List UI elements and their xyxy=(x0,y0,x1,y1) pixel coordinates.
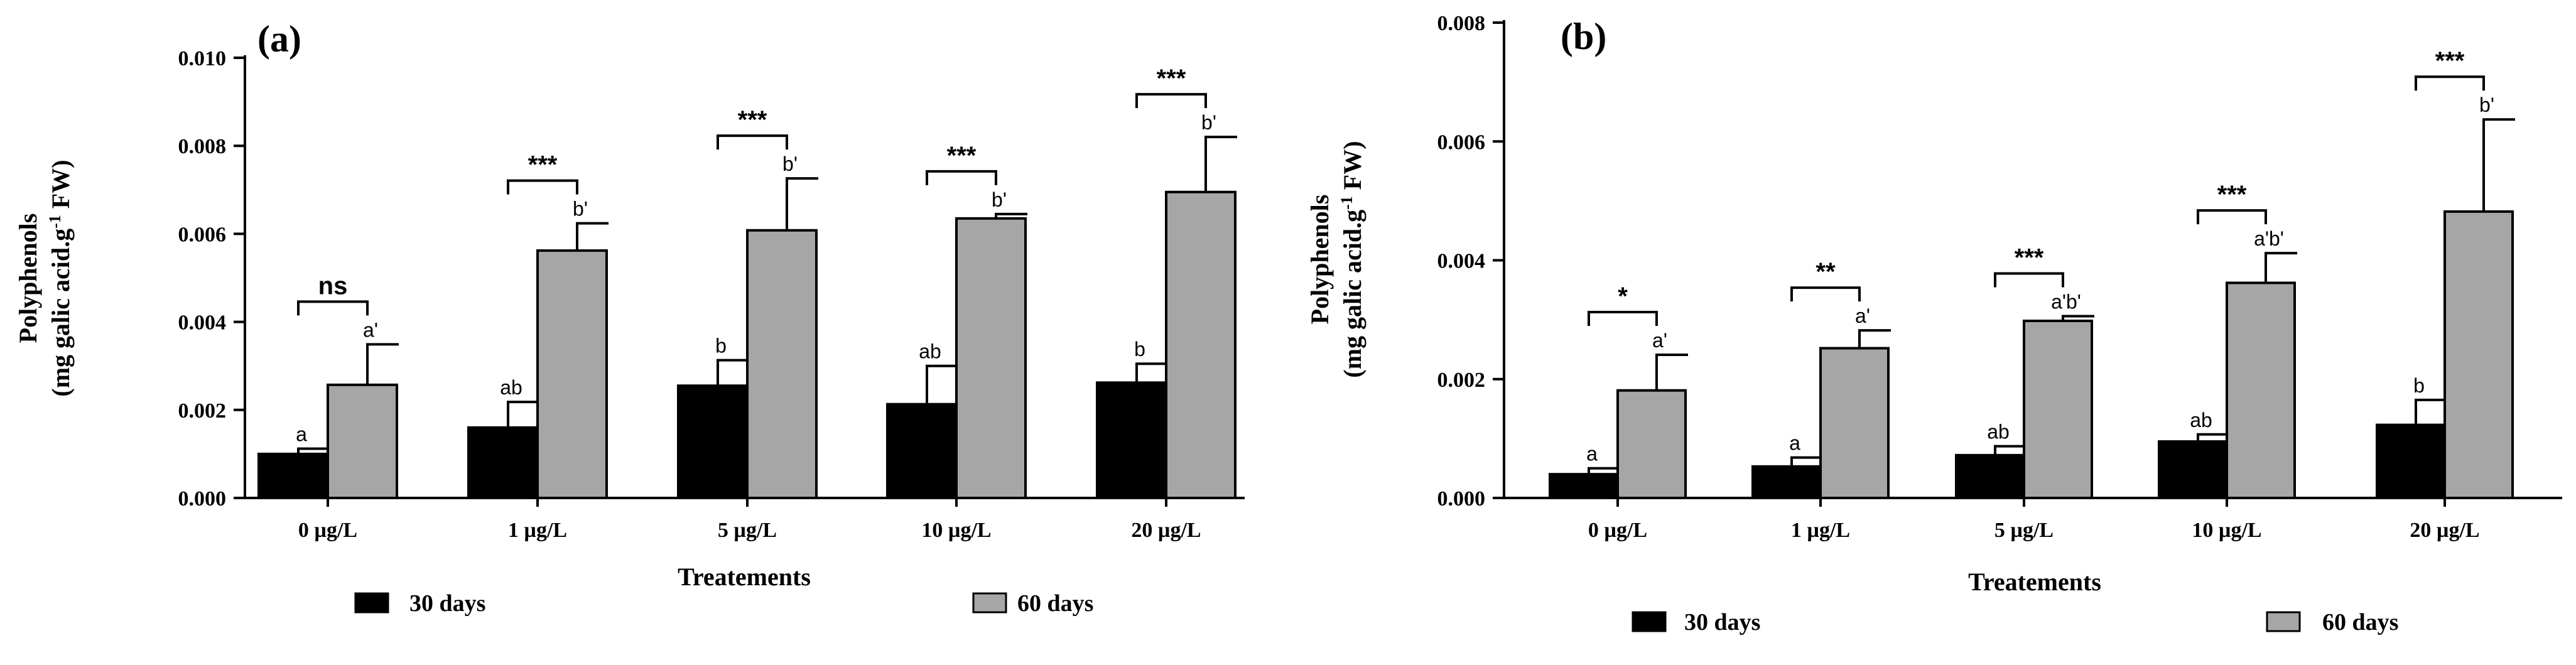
y-tick-label: 0.000 xyxy=(178,487,227,511)
bar-60-days xyxy=(1616,389,1687,500)
x-axis-label: Treatements xyxy=(678,563,811,591)
bar-60-days xyxy=(2443,210,2514,499)
panel-label: (a) xyxy=(257,18,301,60)
category-label: 0 µg/L xyxy=(1588,519,1647,542)
bar-60-days xyxy=(2023,320,2093,499)
significance-stars: *** xyxy=(1157,65,1186,92)
category-label: 1 µg/L xyxy=(508,519,567,542)
significance-letter: ab xyxy=(2190,409,2212,431)
bar-30-days xyxy=(257,452,329,500)
significance-letter: a'b' xyxy=(2254,227,2284,250)
bar-30-days xyxy=(677,384,749,499)
category-label: 20 µg/L xyxy=(1131,519,1201,542)
significance-stars: ns xyxy=(318,272,348,300)
significance-bracket xyxy=(1994,272,2064,288)
significance-letter: b' xyxy=(573,198,588,220)
significance-letter: a'b' xyxy=(2051,290,2081,313)
category-label: 20 µg/L xyxy=(2410,519,2479,542)
y-tick-label: 0.008 xyxy=(1437,12,1486,35)
significance-letter: a' xyxy=(1855,305,1870,327)
significance-stars: ** xyxy=(1816,258,1836,286)
significance-letter: a xyxy=(296,423,307,445)
category-label: 0 µg/L xyxy=(298,519,357,542)
bar-30-days xyxy=(1549,473,1619,500)
significance-bracket xyxy=(2415,75,2485,91)
significance-letter: ab xyxy=(1987,421,2010,443)
bar-60-days xyxy=(1819,347,1890,499)
significance-letter: a' xyxy=(1652,329,1667,352)
significance-bracket xyxy=(926,170,997,185)
significance-letter: a xyxy=(1586,443,1598,465)
y-tick-label: 0.000 xyxy=(1437,487,1486,511)
legend-label-60-days: 60 days xyxy=(1017,590,1093,617)
significance-stars: *** xyxy=(738,106,767,134)
significance-bracket xyxy=(297,300,369,316)
category-label: 10 µg/L xyxy=(921,519,991,542)
y-tick-label: 0.002 xyxy=(1437,369,1486,392)
bar-30-days xyxy=(467,426,539,500)
significance-stars: *** xyxy=(2015,244,2044,271)
significance-bracket xyxy=(507,179,578,195)
bar-60-days xyxy=(1165,190,1237,499)
significance-bracket xyxy=(1790,286,1861,302)
y-axis-label: Polyphenols (mg galic acid.g-1 FW) xyxy=(1306,141,1366,377)
significance-letter: a' xyxy=(363,318,378,341)
significance-letter: b' xyxy=(782,153,798,175)
bar-60-days xyxy=(2226,281,2296,499)
y-axis-label: Polyphenols (mg galic acid.g-1 FW) xyxy=(14,159,75,396)
significance-stars: *** xyxy=(2217,181,2247,208)
bar-30-days xyxy=(2158,440,2228,500)
legend-swatch-30-days xyxy=(354,592,389,614)
legend-label-30-days: 30 days xyxy=(1684,609,1760,635)
significance-bracket xyxy=(1135,93,1207,109)
significance-letter: a xyxy=(1789,432,1800,455)
significance-letter: b xyxy=(715,335,727,357)
significance-letter: ab xyxy=(500,376,522,399)
legend-swatch-60-days xyxy=(2266,611,2301,632)
significance-letter: b' xyxy=(992,188,1007,211)
significance-stars: *** xyxy=(2435,47,2465,75)
legend-swatch-30-days xyxy=(1632,611,1667,632)
bar-60-days xyxy=(955,217,1027,499)
category-label: 5 µg/L xyxy=(1994,519,2054,542)
significance-letter: b xyxy=(1134,338,1145,360)
significance-bracket xyxy=(2197,209,2267,225)
bar-30-days xyxy=(2376,423,2446,500)
category-label: 5 µg/L xyxy=(718,519,777,542)
significance-letter: b xyxy=(2413,374,2425,397)
category-label: 10 µg/L xyxy=(2192,519,2261,542)
bar-30-days xyxy=(886,403,958,500)
significance-bracket xyxy=(1588,310,1658,326)
chart-panel-b: (b) 0.000 0.002 0.004 0.006 0.008 Polyphenols(… xyxy=(1306,12,2562,635)
legend-swatch-60-days xyxy=(972,592,1007,614)
panel-label: (b) xyxy=(1561,16,1606,57)
significance-stars: *** xyxy=(528,151,558,179)
significance-letter: ab xyxy=(919,340,941,363)
significance-stars: *** xyxy=(947,142,977,170)
y-tick-label: 0.010 xyxy=(178,47,227,70)
y-tick-label: 0.004 xyxy=(178,311,227,335)
significance-stars: * xyxy=(1618,283,1628,310)
legend-label-30-days: 30 days xyxy=(409,590,485,617)
category-label: 1 µg/L xyxy=(1791,519,1850,542)
x-axis-label: Treatements xyxy=(1968,568,2101,596)
bar-60-days xyxy=(536,249,608,499)
bar-30-days xyxy=(1096,381,1167,500)
bar-30-days xyxy=(1955,453,2025,499)
bar-60-days xyxy=(746,229,818,499)
y-tick-label: 0.006 xyxy=(178,223,227,246)
y-tick-label: 0.004 xyxy=(1437,250,1486,273)
significance-letter: b' xyxy=(2479,94,2494,116)
y-tick-label: 0.002 xyxy=(178,399,227,423)
bar-60-days xyxy=(327,383,398,500)
significance-bracket xyxy=(717,134,788,150)
y-tick-label: 0.008 xyxy=(178,135,227,158)
bar-30-days xyxy=(1751,465,1822,500)
significance-letter: b' xyxy=(1201,111,1216,134)
chart-panel-a: (a) 0.000 0.002 0.004 0.006 0.008 0.010 Polyphe… xyxy=(14,18,1245,617)
legend-label-60-days: 60 days xyxy=(2322,609,2398,635)
y-tick-label: 0.006 xyxy=(1437,131,1486,154)
